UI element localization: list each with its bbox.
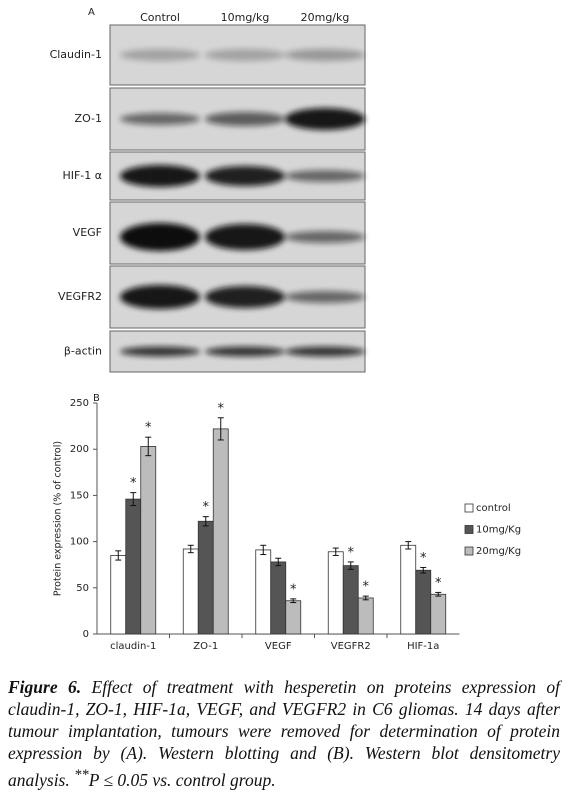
blot-band [120,285,200,309]
bar [342,565,359,635]
error-bar [362,595,369,601]
error-bar [347,561,354,570]
bar [357,597,374,635]
blot-band [120,49,200,61]
significance-mark: * [290,582,297,597]
row-label: ZO-1 [75,112,102,125]
blot-band [285,108,365,130]
y-tick-label: 200 [70,444,89,455]
significance-mark: * [420,551,427,566]
blot-band [285,170,365,182]
bar [270,561,287,635]
x-tick-label: VEGFR2 [331,641,371,652]
x-tick-label: HIF-1a [407,641,439,652]
blot-band [120,223,200,251]
blot-band [205,286,285,308]
error-bar [405,541,412,550]
x-tick-label: claudin-1 [110,641,156,652]
panel-label: B [93,393,100,404]
y-tick-label: 0 [83,629,89,640]
caption-note-mark: ** [74,767,89,783]
y-tick-label: 50 [76,583,89,594]
significance-mark: * [203,500,210,515]
legend-label: control [476,503,511,514]
blot-band [120,165,200,187]
bar [430,593,447,635]
error-bar [290,598,297,604]
blot-band [285,231,365,243]
bar [415,569,432,635]
bar [212,428,229,635]
error-bar [130,492,137,507]
bar [400,544,417,635]
figure: A B Control 10mg/kg 20mg/kg Claudin-1 ZO-1 HI… [50,7,522,652]
bar [110,555,127,635]
blot-band [285,346,365,357]
blot-band [285,291,365,303]
blot-band [205,346,285,357]
legend-swatch [464,546,474,556]
blot-band [205,112,285,126]
y-tick-label: 150 [70,490,89,501]
bar [327,551,344,635]
bar [255,549,272,635]
error-bar [187,544,194,554]
bar [140,446,157,635]
error-bar [332,547,339,556]
error-bar [145,436,152,457]
x-tick-label: VEGF [265,641,292,652]
legend-swatch [464,525,474,534]
row-label: Claudin-1 [50,48,102,61]
significance-mark: * [130,476,137,491]
error-bar [260,544,267,556]
blot-band [285,49,365,61]
significance-mark: * [145,421,152,436]
error-bar [217,417,224,441]
row-label: β-actin [64,345,102,358]
error-bar [420,566,427,574]
caption-label: Figure 6. [8,677,82,697]
significance-mark: * [435,576,442,591]
blot-band [205,49,285,61]
bar [285,600,302,635]
bar [197,520,214,635]
row-label: VEGF [73,226,102,239]
significance-mark: * [348,545,355,560]
lane-label: 10mg/kg [221,11,270,24]
error-bar [435,591,442,597]
y-tick-label: 100 [70,537,89,548]
lane-label: Control [140,11,180,24]
lane-label: 20mg/kg [301,11,350,24]
bar [182,548,199,635]
y-tick-label: 250 [70,398,89,409]
caption-note: P ≤ 0.05 vs. control group. [88,769,276,790]
blot-band [120,113,200,125]
row-label: HIF-1 α [62,169,102,182]
panel-label: A [88,7,95,18]
error-bar [202,516,209,527]
y-axis-label: Protein expression (% of control) [53,441,64,596]
row-label: VEGFR2 [58,290,102,303]
legend-label: 10mg/Kg [476,525,521,536]
error-bar [275,557,282,567]
bar [125,498,142,635]
blot-band [205,224,285,250]
significance-mark: * [363,580,370,595]
caption-text: Effect of treatment with hesperetin on p… [8,677,560,790]
blot-band [205,166,285,186]
x-tick-label: ZO-1 [193,641,218,652]
legend-swatch [464,503,474,513]
error-bar [115,550,122,561]
legend-label: 20mg/Kg [476,546,521,557]
significance-mark: * [218,401,225,416]
blot-band [120,346,200,357]
caption: Figure 6. Effect of treatment with hespe… [8,676,560,791]
